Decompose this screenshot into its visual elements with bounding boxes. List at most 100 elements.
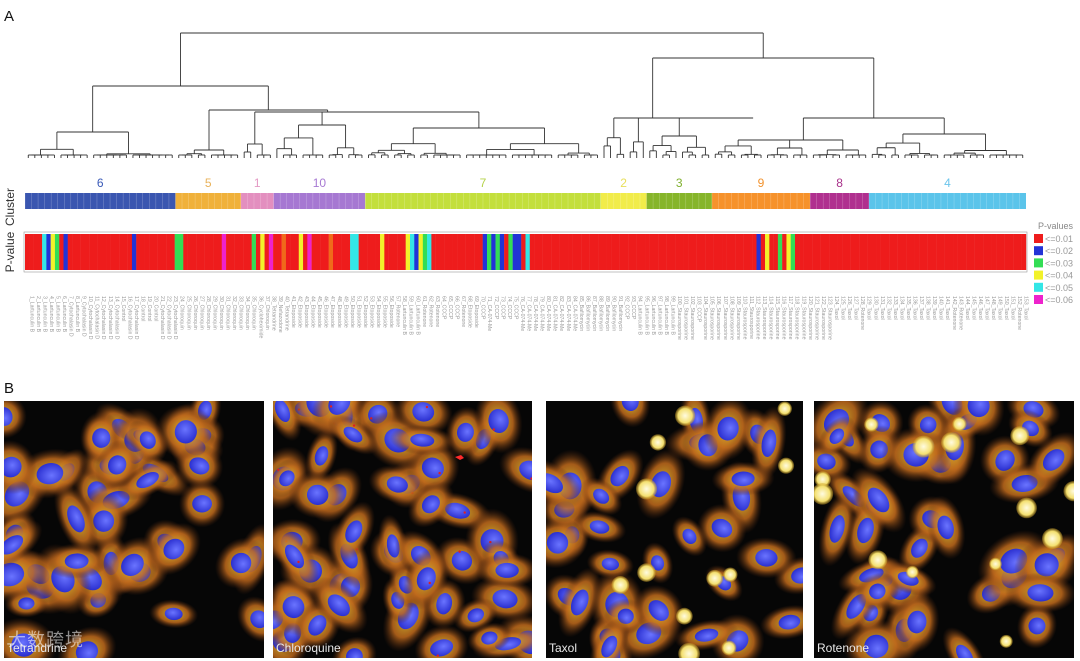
lysosome-dot — [428, 581, 431, 585]
sample-label: 59_Lartunculin B — [408, 296, 414, 335]
sample-label: 113_Staurosporine — [761, 296, 767, 340]
pvalue-cell — [251, 234, 257, 270]
legend-swatch — [1034, 282, 1043, 292]
pvalue-cell — [820, 234, 826, 270]
legend-swatch — [1034, 295, 1043, 304]
sample-label: 20_Control — [153, 296, 159, 321]
sample-label: 117_Staurosporine — [787, 296, 793, 340]
cell-nucleus — [829, 428, 845, 444]
pvalue-cell — [166, 234, 171, 270]
micrograph-taxol: Taxol — [546, 401, 803, 658]
sample-label: 153_Taxol — [1023, 296, 1029, 320]
pvalue-cell — [846, 234, 851, 270]
sample-label: 127_Taxol — [853, 296, 859, 320]
pvalue-cell — [606, 234, 612, 270]
pvalue-cell — [234, 234, 240, 270]
sample-label: 89_Bafilomycin — [604, 296, 610, 331]
sample-labels: 1_Lartunculin B 2_Lartunculin B 3_Lartuncu… — [28, 296, 1028, 340]
pvalue-cell — [666, 234, 672, 270]
pvalue-cell — [307, 234, 312, 270]
pvalue-cell — [807, 234, 813, 270]
cell-nucleus — [64, 553, 89, 569]
cell-nucleus — [937, 515, 954, 540]
pvalue-cell — [238, 234, 244, 270]
pvalue-cell — [760, 234, 766, 270]
micrograph-rotenone: Rotenone — [814, 401, 1074, 658]
pvalue-cell — [418, 234, 424, 270]
cell-nucleus — [250, 610, 264, 629]
pvalue-cell — [662, 234, 667, 270]
sample-label: 85_Bafilomycin — [578, 296, 584, 331]
sample-label: 88_Bafilomycin — [597, 296, 603, 331]
rounded-cell — [777, 457, 795, 474]
sample-label: 136_Taxol — [912, 296, 918, 320]
cell-nucleus — [314, 446, 329, 466]
pvalue-cell — [893, 234, 898, 270]
pvalue-cell — [653, 234, 659, 270]
micrograph-label: Rotenone — [817, 641, 870, 655]
cell-nucleus — [546, 531, 569, 554]
cluster-label-5: 5 — [205, 176, 212, 190]
cell-nucleus — [308, 615, 327, 636]
cell-nucleus — [436, 593, 453, 615]
sample-label: 54_Etoposide — [375, 296, 381, 328]
sample-label: 51_Etoposide — [355, 296, 361, 328]
pvalue-cell — [380, 234, 385, 270]
pvalue-cell — [264, 234, 270, 270]
sample-label: 22_Cytochalasin D — [166, 296, 172, 340]
pvalue-cell — [131, 234, 137, 270]
sample-label: 15_Control — [120, 296, 126, 321]
pvalue-cell — [705, 234, 710, 270]
sample-label: 70_CCCP — [480, 296, 486, 320]
pvalue-cell — [410, 234, 415, 270]
pvalue-cell — [944, 234, 950, 270]
sample-label: 148_Taxol — [990, 296, 996, 320]
pvalue-cell — [923, 234, 928, 270]
pvalue-cell — [598, 234, 603, 270]
pvalue-cell — [63, 234, 68, 270]
pvalue-cell — [405, 234, 411, 270]
micrograph-label: Taxol — [549, 641, 578, 655]
sample-label: 142_Rotenone — [951, 296, 957, 330]
cell-nucleus — [230, 552, 252, 574]
pvalue-cell — [611, 234, 616, 270]
pvalue-cell — [93, 234, 98, 270]
sample-label: 64_CCCP — [440, 296, 446, 320]
sample-label: 21_Cytochalasin D — [159, 296, 165, 340]
cell-nucleus — [911, 538, 928, 558]
cell-nucleus — [345, 520, 363, 543]
sample-label: 61_Rotenone — [421, 296, 427, 327]
sample-label: 46_Etoposide — [323, 296, 329, 328]
lysosome-dot — [425, 405, 429, 409]
cell-nucleus — [410, 433, 435, 447]
pvalue-cell — [863, 234, 868, 270]
pvalue-cell — [474, 234, 479, 270]
sample-label: 97_Lartunculin B — [656, 296, 662, 335]
pvalue-cell — [812, 234, 817, 270]
pvalue-cell — [542, 234, 548, 270]
cluster-segment-1 — [240, 193, 274, 209]
pvalue-cell — [401, 234, 406, 270]
pvalue-cell — [970, 234, 975, 270]
pvalue-cell — [1021, 234, 1027, 270]
pvalue-cell — [106, 234, 111, 270]
rounded-cell — [777, 401, 792, 416]
pvalue-cell — [495, 234, 501, 270]
pvalue-cell — [110, 234, 116, 270]
pvalue-cell — [949, 234, 954, 270]
rounded-cell — [674, 405, 696, 426]
sample-label: 120_Staurosporine — [807, 296, 813, 340]
sample-label: 35_Chloroquin — [251, 296, 257, 330]
lysosome-dot — [530, 477, 532, 480]
sample-label: 143_Rotenone — [957, 296, 963, 330]
cell-nucleus — [694, 628, 719, 642]
cell-nucleus — [995, 450, 1015, 471]
cell-nucleus — [467, 608, 485, 623]
sample-label: 104_Staurosporine — [702, 296, 708, 340]
legend-swatch — [1034, 258, 1043, 268]
pvalue-cell — [392, 234, 398, 270]
legend-swatch — [1034, 234, 1043, 243]
sample-label: 7_Cytochalasin D — [68, 296, 74, 337]
cell-nucleus — [274, 401, 291, 423]
sample-label: 87_Bafilomycin — [591, 296, 597, 331]
